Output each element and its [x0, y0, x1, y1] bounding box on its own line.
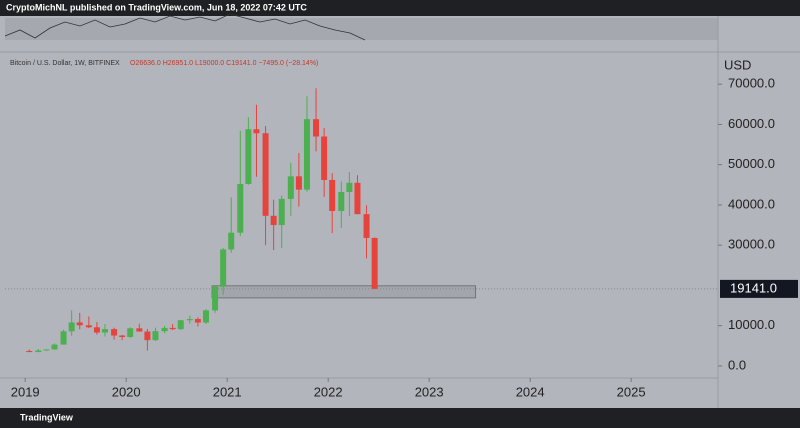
candle-body	[346, 182, 353, 193]
x-tick-label: 2019	[11, 384, 40, 399]
y-tick-label: 70000.0	[728, 76, 775, 91]
candle-body	[194, 319, 201, 323]
indicator-line	[4, 13, 366, 41]
candle-body	[85, 325, 92, 328]
header-bar	[0, 0, 800, 16]
candle-body	[152, 331, 159, 341]
candle-body	[278, 198, 285, 226]
candle-body	[35, 350, 42, 353]
candle-body	[363, 214, 370, 238]
candle-body	[26, 351, 33, 353]
x-tick-label: 2024	[516, 384, 545, 399]
candle-body	[202, 310, 209, 323]
candle-body	[177, 320, 184, 330]
candle-body	[68, 322, 75, 332]
candle-body	[228, 232, 235, 250]
candle-body	[51, 344, 58, 350]
support-zone	[211, 285, 477, 299]
y-tick-label: 10000.0	[728, 317, 775, 332]
symbol: Bitcoin / U.S. Dollar, 1W, BITFINEX	[10, 60, 120, 67]
indicator-pane	[5, 18, 718, 40]
candle-body	[245, 129, 252, 184]
candle-body	[295, 176, 302, 190]
y-tick-label: 30000.0	[728, 237, 775, 252]
candle-body	[287, 176, 294, 199]
x-tick-label: 2023	[415, 384, 444, 399]
y-tick-label: 40000.0	[728, 196, 775, 211]
candle-body	[321, 136, 328, 180]
candle-body	[161, 327, 168, 332]
last-price: 19141.0	[730, 280, 777, 295]
candle-body	[270, 215, 277, 226]
candle-body	[101, 329, 108, 333]
candle-body	[354, 182, 361, 215]
candle-body	[119, 335, 126, 337]
y-tick-label: 50000.0	[728, 156, 775, 171]
candle-body	[237, 183, 244, 233]
x-tick-label: 2020	[112, 384, 141, 399]
y-tick-label: 0.0	[728, 357, 746, 372]
candle-body	[111, 329, 118, 336]
x-tick-label: 2022	[314, 384, 343, 399]
header: CryptoMichNL published on TradingView.co…	[6, 2, 307, 12]
candle-body	[186, 319, 193, 321]
candle-body	[329, 179, 336, 211]
candle-body	[212, 286, 219, 311]
candle-body	[220, 249, 227, 287]
candle-body	[371, 237, 378, 289]
y-tick-label: 60000.0	[728, 116, 775, 131]
candle-body	[313, 119, 320, 137]
candle-body	[262, 133, 269, 216]
footer-bar	[0, 408, 800, 428]
candle-body	[253, 129, 260, 134]
candle-body	[43, 349, 50, 351]
footer: TradingView	[20, 412, 74, 422]
candle-body	[93, 327, 100, 333]
candle-body	[169, 327, 176, 330]
candle-body	[76, 322, 83, 326]
x-tick-label: 2025	[617, 384, 646, 399]
y-unit: USD	[724, 57, 751, 72]
x-tick-label: 2021	[213, 384, 242, 399]
candle-body	[136, 328, 143, 332]
candle-body	[338, 192, 345, 211]
candle-body	[127, 328, 134, 337]
last-price-box	[720, 279, 798, 298]
candle-body	[60, 331, 67, 345]
candle-body	[144, 331, 151, 341]
ohlc: O26636.0 H26951.0 L19000.0 C19141.0 −749…	[130, 60, 318, 67]
candle-body	[303, 119, 310, 190]
